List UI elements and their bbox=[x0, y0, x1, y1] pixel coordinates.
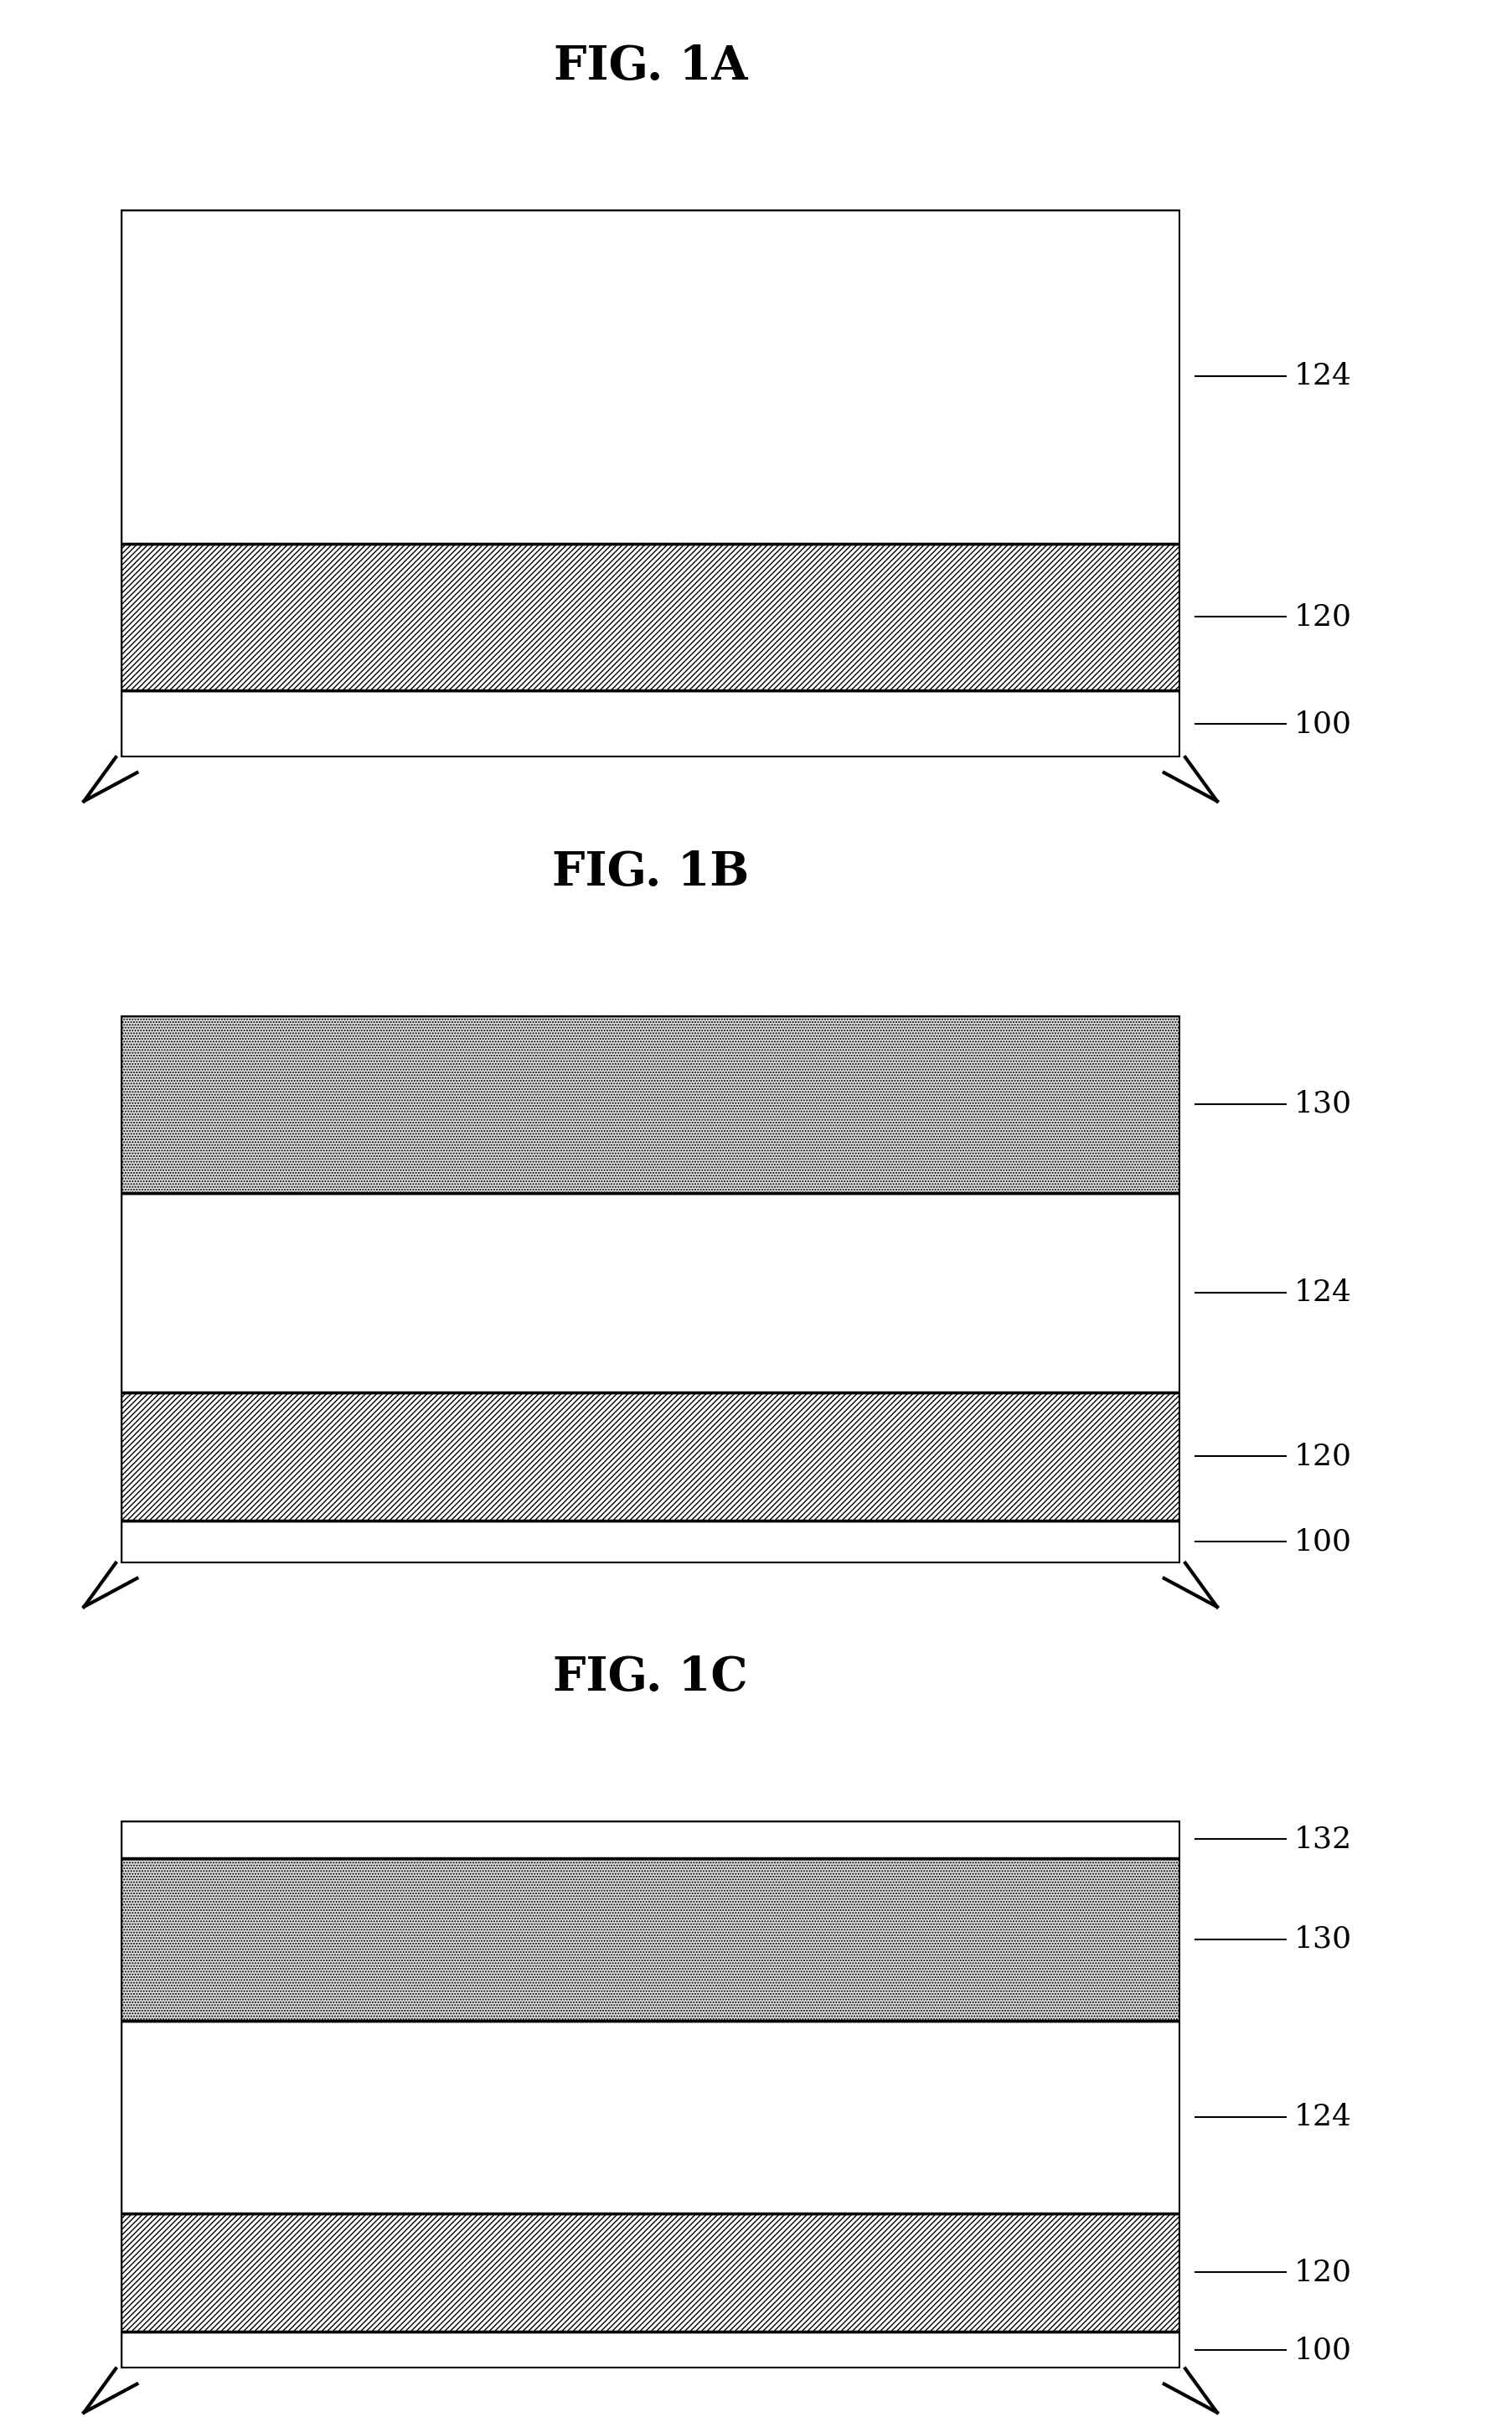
Bar bbox=[121, 691, 1179, 757]
Text: 124: 124 bbox=[1293, 363, 1350, 392]
Bar bbox=[121, 1520, 1179, 1564]
Text: 130: 130 bbox=[1293, 1090, 1350, 1119]
Text: 130: 130 bbox=[1293, 1924, 1350, 1953]
Text: FIG. 1B: FIG. 1B bbox=[552, 848, 748, 894]
Text: 124: 124 bbox=[1293, 1279, 1350, 1308]
Text: 124: 124 bbox=[1293, 2103, 1350, 2132]
Text: FIG. 1A: FIG. 1A bbox=[553, 44, 747, 89]
Bar bbox=[121, 1194, 1179, 1392]
Text: 100: 100 bbox=[1293, 711, 1350, 737]
Bar bbox=[121, 1015, 1179, 1194]
Text: 120: 120 bbox=[1293, 1443, 1350, 1470]
Bar bbox=[121, 210, 1179, 544]
Bar bbox=[121, 1820, 1179, 1859]
Text: 120: 120 bbox=[1293, 2257, 1350, 2286]
Bar bbox=[121, 2214, 1179, 2332]
Text: FIG. 1C: FIG. 1C bbox=[553, 1656, 747, 1702]
Text: 120: 120 bbox=[1293, 602, 1350, 631]
Bar bbox=[121, 2021, 1179, 2214]
Bar bbox=[121, 544, 1179, 691]
Text: 100: 100 bbox=[1293, 2335, 1350, 2364]
Bar bbox=[121, 1392, 1179, 1520]
Bar bbox=[121, 1859, 1179, 2021]
Text: 100: 100 bbox=[1293, 1528, 1350, 1557]
Text: 132: 132 bbox=[1293, 1825, 1350, 1854]
Bar bbox=[121, 2332, 1179, 2369]
